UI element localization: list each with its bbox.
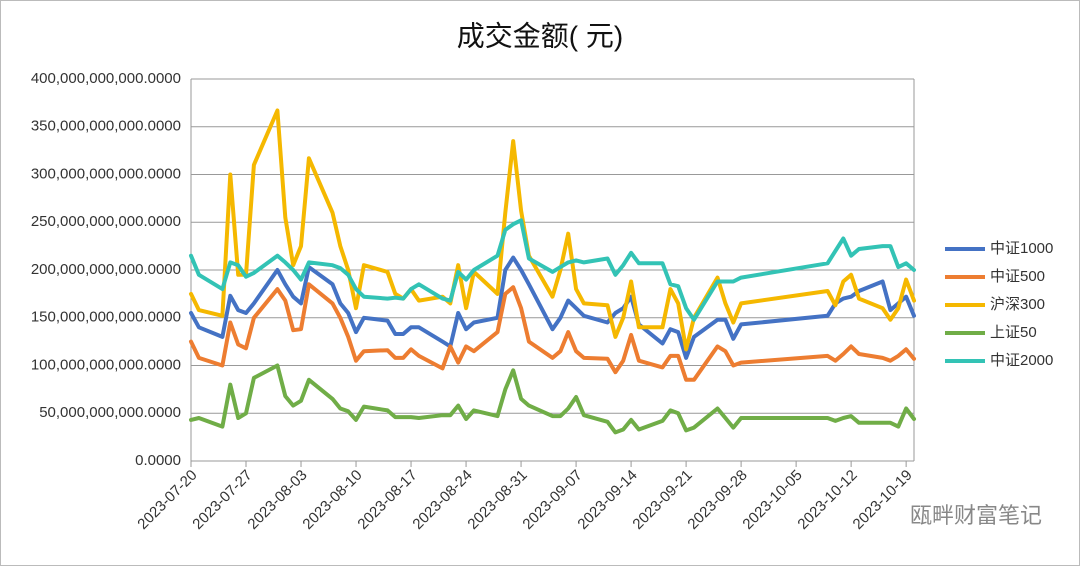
y-tick-label: 100,000,000,000.0000	[31, 356, 181, 373]
legend-label: 中证1000	[990, 240, 1053, 257]
y-tick-label: 200,000,000,000.0000	[31, 261, 181, 278]
y-tick-label: 400,000,000,000.0000	[31, 70, 181, 87]
legend-label: 中证500	[990, 268, 1045, 285]
legend-label: 沪深300	[990, 296, 1045, 313]
y-tick-label: 350,000,000,000.0000	[31, 118, 181, 135]
y-tick-label: 0.0000	[135, 452, 181, 469]
y-tick-label: 50,000,000,000.0000	[39, 404, 181, 421]
watermark: 瓯畔财富笔记	[910, 503, 1042, 528]
series-line	[189, 363, 916, 435]
y-tick-label: 250,000,000,000.0000	[31, 213, 181, 230]
series-line	[189, 108, 916, 352]
chart-title: 成交金额( 元)	[457, 20, 623, 51]
legend-label: 中证2000	[990, 352, 1053, 369]
y-tick-label: 300,000,000,000.0000	[31, 165, 181, 182]
series-line	[189, 282, 916, 382]
legend-label: 上证50	[990, 324, 1037, 341]
series-line	[189, 255, 916, 360]
series-line	[189, 218, 916, 322]
y-tick-label: 150,000,000,000.0000	[31, 309, 181, 326]
